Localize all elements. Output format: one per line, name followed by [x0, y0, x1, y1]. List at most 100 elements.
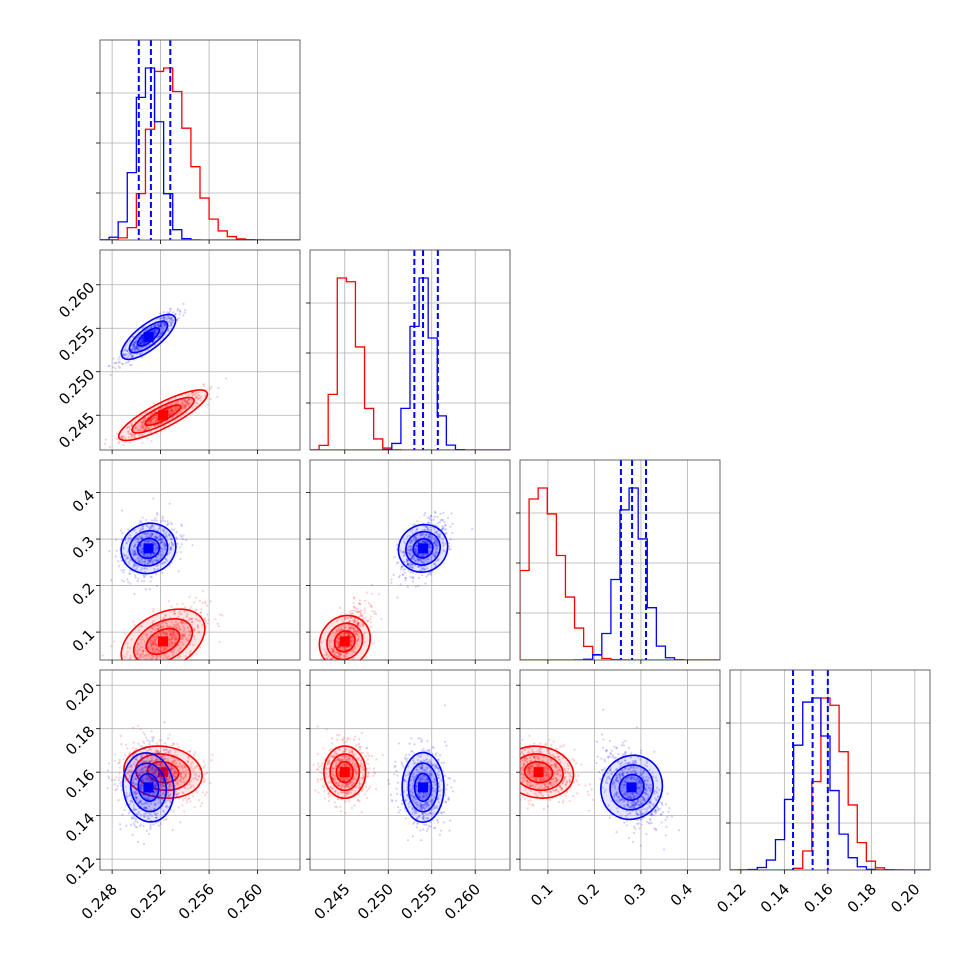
sample-point [439, 513, 441, 515]
sample-point [123, 580, 125, 582]
sample-point [188, 596, 190, 598]
sample-point [200, 805, 202, 807]
sample-point [132, 747, 134, 749]
sample-point [179, 310, 181, 312]
sample-point [371, 610, 373, 612]
sample-point [152, 610, 154, 612]
sample-point [154, 660, 156, 662]
sample-point [121, 569, 123, 571]
sample-point [364, 617, 366, 619]
sample-point [109, 686, 111, 688]
sample-point [329, 674, 331, 676]
sample-point [194, 609, 196, 611]
sample-point [145, 747, 147, 749]
sample-point [320, 689, 322, 691]
sample-point [364, 610, 366, 612]
sample-point [113, 362, 115, 364]
sample-point [353, 606, 355, 608]
sample-point [317, 666, 319, 668]
sample-point [450, 512, 452, 514]
sample-point [221, 614, 223, 616]
sample-point [146, 660, 148, 662]
sample-point [182, 535, 184, 537]
sample-point [180, 551, 182, 553]
sample-point [316, 696, 318, 698]
sample-point [225, 378, 227, 380]
sample-point [177, 542, 179, 544]
sample-point [201, 802, 203, 804]
sample-point [125, 683, 127, 685]
sample-point [170, 521, 172, 523]
sample-point [179, 546, 181, 548]
sample-point [195, 596, 197, 598]
sample-point [111, 779, 113, 781]
sample-point [333, 664, 335, 666]
sample-point [327, 672, 329, 674]
sample-point [405, 579, 407, 581]
sample-point [153, 661, 155, 663]
sample-point [329, 675, 331, 677]
sample-point [442, 512, 444, 514]
sample-point [195, 773, 197, 775]
sample-point [335, 662, 337, 664]
sample-point [110, 374, 112, 376]
sample-point [189, 800, 191, 802]
sample-point [130, 824, 132, 826]
sample-point [194, 751, 196, 753]
sample-point [378, 593, 380, 595]
sample-point [327, 677, 329, 679]
sample-point [151, 730, 153, 732]
sample-point [326, 674, 328, 676]
sample-point [443, 521, 445, 523]
sample-point [124, 441, 126, 443]
sample-point [217, 387, 219, 389]
sample-point [169, 503, 171, 505]
sample-point [127, 528, 129, 530]
sample-point [217, 623, 219, 625]
sample-point [118, 565, 120, 567]
sample-point [401, 565, 403, 567]
sample-point [168, 600, 170, 602]
panel-content [94, 497, 223, 699]
sample-point [204, 765, 206, 767]
sample-point [176, 743, 178, 745]
sample-point [412, 580, 414, 582]
sample-point [115, 539, 117, 541]
sample-point [160, 823, 162, 825]
sample-point [153, 402, 155, 404]
sample-point [193, 754, 195, 756]
sample-point [145, 519, 147, 521]
sample-point [110, 645, 112, 647]
sample-point [351, 609, 353, 611]
sample-point [437, 516, 439, 518]
histogram-blue [100, 68, 300, 240]
sample-point [430, 515, 432, 517]
sample-point [156, 514, 158, 516]
sample-point [186, 799, 188, 801]
sample-point [169, 749, 171, 751]
sample-point [155, 519, 157, 521]
sample-point [321, 670, 323, 672]
sample-point [97, 374, 99, 376]
sample-point [202, 383, 204, 385]
sample-point [327, 670, 329, 672]
sample-point [400, 568, 402, 570]
sample-point [113, 680, 115, 682]
sample-point [152, 608, 154, 610]
sample-point [162, 519, 164, 521]
sample-point [370, 604, 372, 606]
sample-point [96, 697, 98, 699]
sample-point [433, 519, 435, 521]
sample-point [171, 528, 173, 530]
sample-point [110, 661, 112, 663]
sample-point [394, 556, 396, 558]
sample-point [323, 664, 325, 666]
y-tick-label: 0.250 [55, 365, 98, 408]
sample-point [119, 828, 121, 830]
sample-point [162, 661, 164, 663]
sample-point [151, 661, 153, 663]
sample-point [151, 677, 153, 679]
sample-point [113, 640, 115, 642]
sample-point [360, 614, 362, 616]
sample-point [337, 667, 339, 669]
